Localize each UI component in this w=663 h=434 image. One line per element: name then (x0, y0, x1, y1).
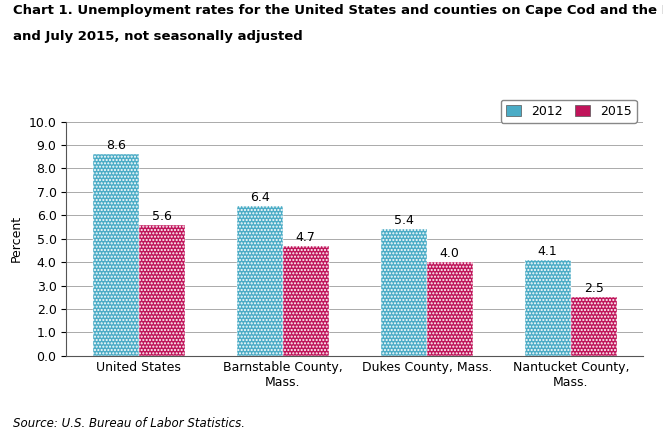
Bar (524, 260, 571, 356)
Text: 5.4: 5.4 (394, 214, 414, 227)
Text: 4.1: 4.1 (538, 245, 558, 258)
Bar (427, 262, 473, 356)
Bar (571, 297, 617, 356)
Text: 8.6: 8.6 (105, 139, 125, 152)
Bar (237, 206, 282, 356)
Bar (381, 229, 427, 356)
Text: 4.7: 4.7 (296, 231, 316, 244)
Text: 4.0: 4.0 (440, 247, 459, 260)
Bar (139, 225, 185, 356)
Bar (93, 155, 139, 356)
Text: 6.4: 6.4 (250, 191, 269, 204)
Text: 5.6: 5.6 (152, 210, 172, 223)
Y-axis label: Percent: Percent (10, 215, 23, 262)
Text: Chart 1. Unemployment rates for the United States and counties on Cape Cod and t: Chart 1. Unemployment rates for the Unit… (13, 4, 663, 17)
Legend: 2012, 2015: 2012, 2015 (501, 100, 637, 123)
Bar (282, 246, 329, 356)
Text: Source: U.S. Bureau of Labor Statistics.: Source: U.S. Bureau of Labor Statistics. (13, 417, 245, 430)
Text: and July 2015, not seasonally adjusted: and July 2015, not seasonally adjusted (13, 30, 303, 43)
Text: 2.5: 2.5 (584, 283, 604, 296)
